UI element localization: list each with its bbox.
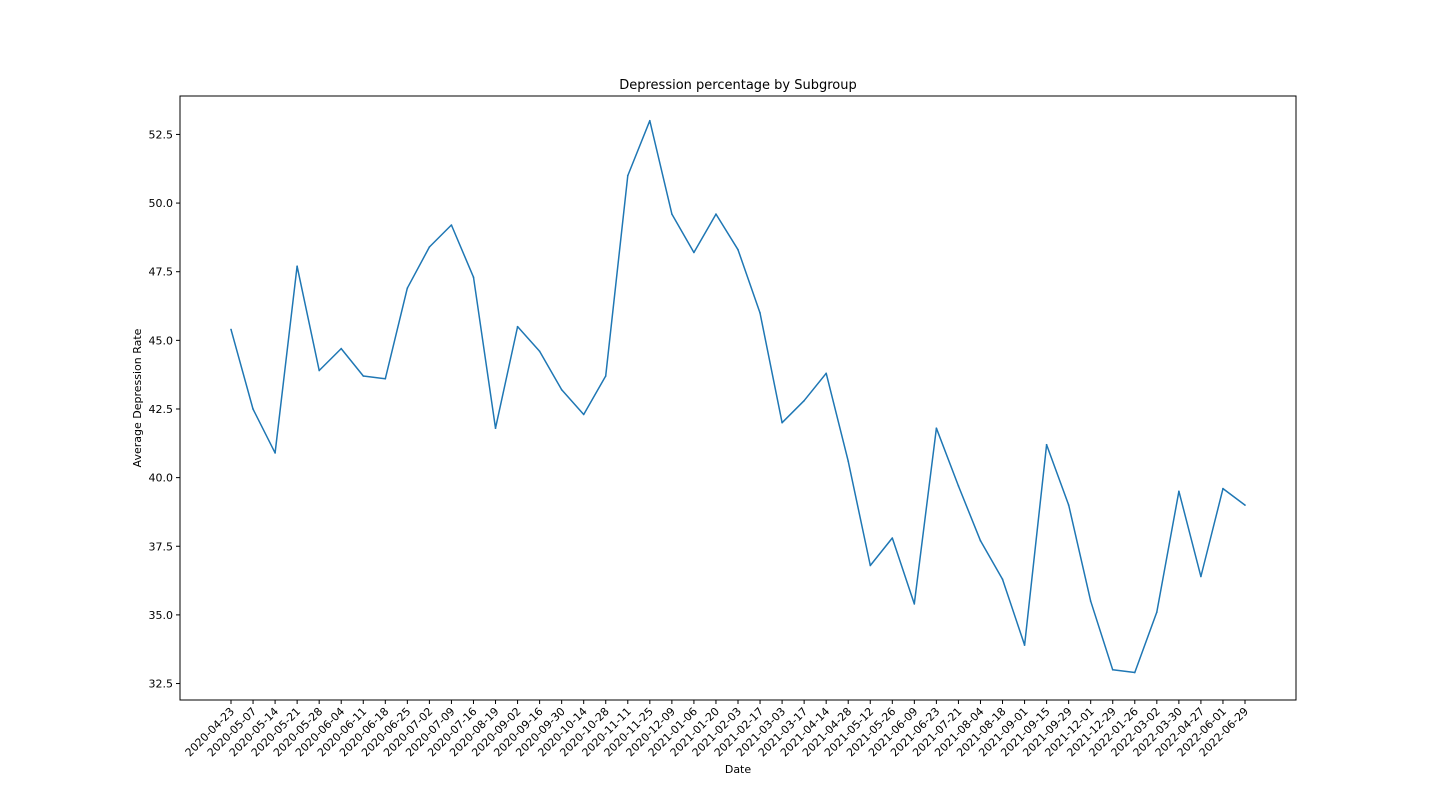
data-point	[1133, 671, 1136, 674]
y-tick-label: 50.0	[149, 197, 174, 210]
y-tick-label: 32.5	[149, 678, 174, 691]
data-point	[649, 119, 651, 122]
x-axis-label: Date	[725, 763, 752, 776]
data-point	[913, 603, 916, 605]
data-point	[957, 485, 960, 487]
data-point	[1067, 504, 1070, 506]
data-point	[252, 408, 254, 410]
data-point	[560, 388, 563, 391]
y-tick-label: 52.5	[149, 128, 174, 141]
data-point	[715, 213, 717, 215]
data-point	[318, 369, 320, 372]
data-point	[450, 224, 453, 226]
y-axis-label: Average Depression Rate	[131, 328, 144, 467]
data-point	[428, 246, 431, 248]
data-point	[759, 312, 761, 314]
y-tick-label: 47.5	[149, 266, 174, 279]
y-tick-label: 42.5	[149, 403, 174, 416]
data-point	[803, 399, 805, 402]
data-point	[230, 328, 232, 331]
data-point	[979, 539, 982, 542]
data-point	[1178, 490, 1180, 493]
y-tick-label: 37.5	[149, 540, 174, 553]
data-point	[671, 213, 673, 215]
data-point	[935, 427, 938, 430]
y-tick-label: 40.0	[149, 472, 174, 485]
data-point	[516, 325, 519, 328]
data-point	[494, 427, 497, 430]
data-point	[406, 287, 409, 289]
axes-frame	[179, 95, 1297, 701]
data-point	[340, 347, 343, 350]
data-point	[1244, 504, 1246, 506]
data-point	[737, 248, 739, 251]
data-point	[626, 174, 629, 177]
data-point	[693, 251, 695, 254]
data-point	[1200, 575, 1202, 578]
data-point	[362, 375, 365, 377]
data-point	[869, 564, 872, 567]
data-point	[825, 372, 827, 375]
data-point	[1089, 600, 1092, 602]
y-tick-label: 35.0	[149, 609, 174, 622]
data-point	[1156, 611, 1158, 613]
chart-title: Depression percentage by Subgroup	[619, 78, 857, 93]
data-point	[891, 537, 894, 539]
data-point	[296, 265, 298, 268]
y-tick-label: 45.0	[149, 334, 174, 347]
data-point	[582, 413, 585, 416]
data-point	[1111, 669, 1114, 671]
data-point	[1001, 578, 1004, 580]
data-point	[538, 350, 541, 353]
data-point	[1023, 644, 1026, 646]
data-point	[1222, 487, 1224, 490]
plot-area: 32.535.037.540.042.545.047.550.052.52020…	[149, 119, 1251, 759]
data-point	[847, 460, 850, 462]
data-point	[781, 421, 783, 424]
data-point	[472, 276, 475, 279]
data-point	[1045, 443, 1048, 446]
data-point	[604, 375, 607, 377]
data-point	[384, 377, 387, 380]
data-point	[274, 452, 276, 454]
